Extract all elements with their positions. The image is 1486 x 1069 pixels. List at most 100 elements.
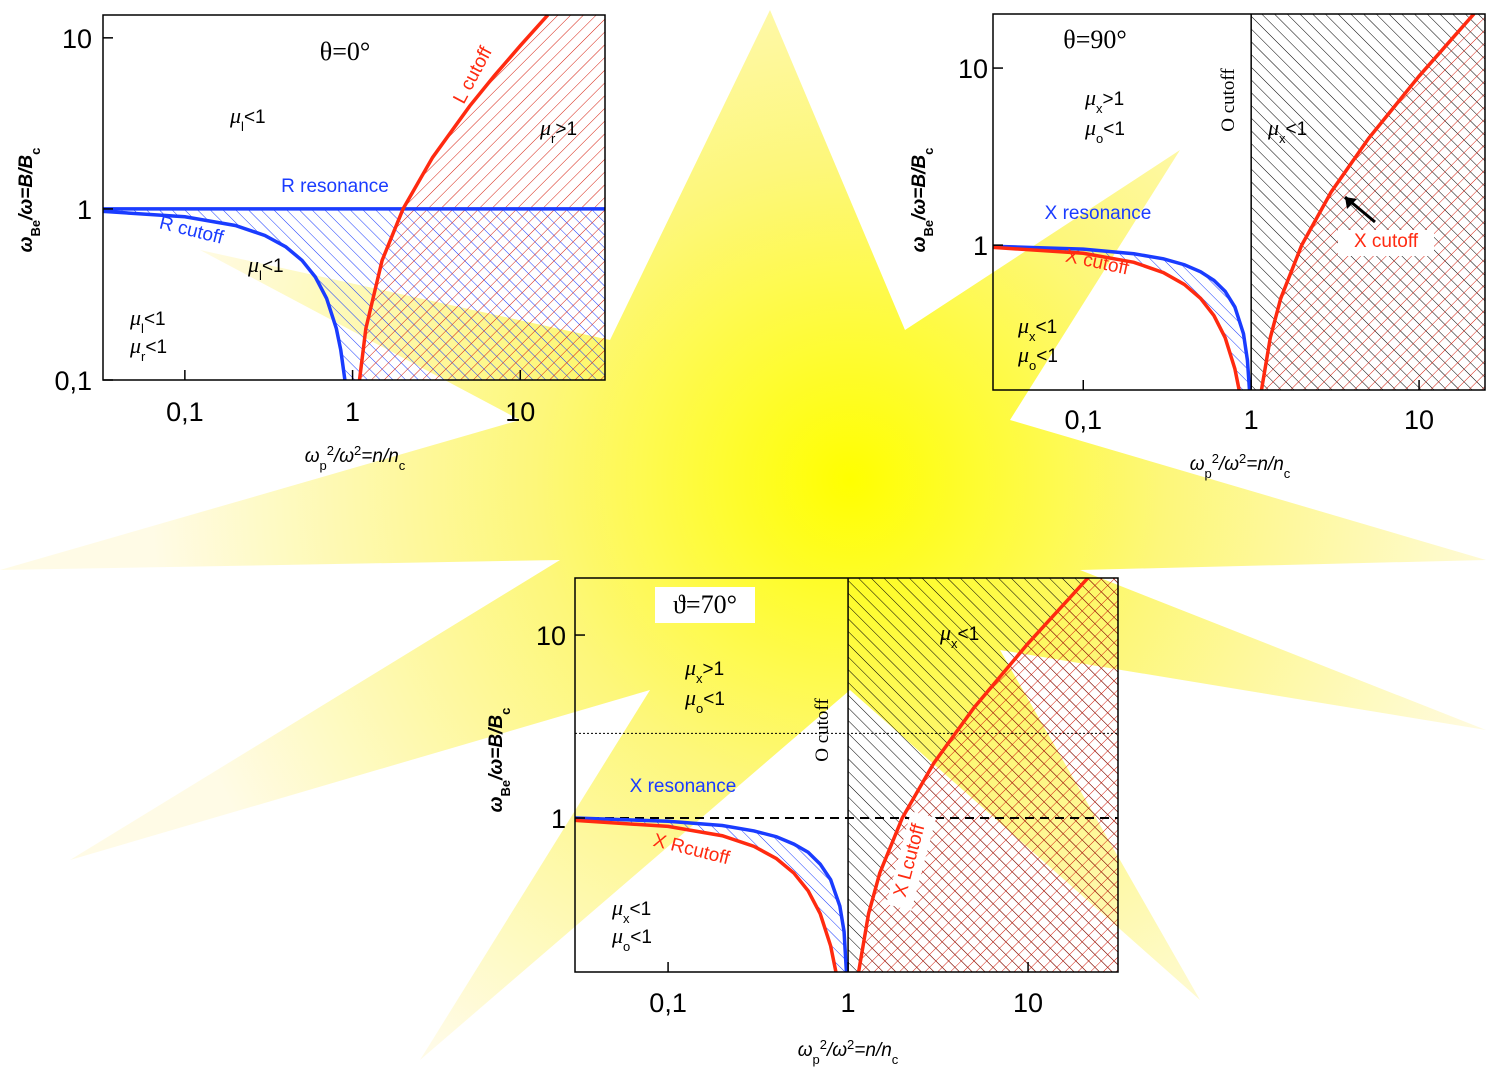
- label-relation: <1: [1036, 317, 1058, 338]
- label-part: p: [320, 458, 327, 473]
- label-relation: >1: [1103, 89, 1125, 110]
- label-symbol: μ: [1084, 115, 1096, 140]
- label-subscript: o: [623, 939, 630, 954]
- x-tick-label: 1: [345, 397, 360, 427]
- label-part: /ω=B/B: [16, 155, 37, 221]
- plot-layer: [103, 15, 605, 380]
- label-relation: <1: [144, 309, 166, 330]
- label-part: 2: [847, 1037, 854, 1052]
- figure: 0,11100,1110ωp2/ω2=n/ncωBe/ω=B/Bcθ=0°R r…: [0, 0, 1486, 1069]
- x-tick-label: 1: [841, 988, 856, 1018]
- region-label: μx<1: [611, 895, 651, 926]
- series-label: X cutoff: [1354, 231, 1419, 252]
- label-symbol: μ: [684, 685, 696, 710]
- y-tick-label: 1: [973, 231, 988, 261]
- label-relation: <1: [244, 107, 266, 128]
- label-part: =n/n: [854, 1040, 892, 1061]
- label-part: c: [1284, 466, 1291, 481]
- label-part: 2: [1212, 451, 1219, 466]
- label-part: c: [921, 148, 936, 155]
- x-tick-label: 0,1: [649, 988, 687, 1018]
- label-part: =n/n: [1246, 454, 1284, 475]
- page: 0,11100,1110ωp2/ω2=n/ncωBe/ω=B/Bcθ=0°R r…: [0, 0, 1486, 1069]
- label-part: 2: [820, 1037, 827, 1052]
- label-relation: <1: [1036, 346, 1058, 367]
- y-tick-label: 10: [536, 621, 566, 651]
- x-tick-label: 10: [1404, 405, 1434, 435]
- label-part: c: [892, 1052, 899, 1067]
- series-label: X resonance: [630, 776, 737, 797]
- label-relation: <1: [145, 337, 167, 358]
- label-relation: >1: [703, 659, 725, 680]
- label-part: /ω: [1217, 454, 1239, 475]
- label-symbol: μ: [611, 895, 623, 920]
- region-label: μl<1: [129, 305, 166, 336]
- label-relation: <1: [262, 256, 284, 277]
- label-part: ω: [909, 236, 930, 252]
- region-label: μx>1: [1084, 85, 1124, 116]
- chart-title: θ=90°: [1063, 25, 1127, 54]
- label-part: ω: [305, 446, 320, 467]
- label-part: Be: [28, 220, 43, 237]
- label-symbol: μ: [1084, 85, 1096, 110]
- label-part: c: [28, 148, 43, 155]
- region-label: μo<1: [611, 923, 652, 954]
- label-symbol: μ: [1017, 313, 1029, 338]
- series-label: O cutoff: [812, 698, 833, 762]
- x-axis-label: ωp2/ω2=n/nc: [1190, 451, 1291, 481]
- x-tick-label: 10: [1013, 988, 1043, 1018]
- label-part: 2: [354, 443, 361, 458]
- label-part: p: [813, 1052, 820, 1067]
- label-part: =n/n: [361, 446, 399, 467]
- label-relation: <1: [1286, 119, 1308, 140]
- label-subscript: o: [1096, 131, 1103, 146]
- x-tick-label: 0,1: [166, 397, 204, 427]
- label-relation: <1: [630, 899, 652, 920]
- x-tick-label: 1: [1244, 405, 1259, 435]
- label-part: p: [1205, 466, 1212, 481]
- label-part: /ω: [332, 446, 354, 467]
- label-symbol: μ: [129, 333, 141, 358]
- label-relation: <1: [630, 927, 652, 948]
- y-tick-label: 10: [62, 24, 92, 54]
- label-part: c: [498, 708, 513, 715]
- y-tick-label: 0,1: [54, 366, 92, 396]
- label-relation: <1: [958, 624, 980, 645]
- plot-layer: [993, 14, 1485, 390]
- label-part: ω: [486, 796, 507, 812]
- label-symbol: μ: [539, 115, 551, 140]
- label-subscript: o: [1029, 358, 1036, 373]
- x-tick-label: 0,1: [1064, 405, 1102, 435]
- y-axis-label: ωBe/ω=B/Bc: [16, 148, 43, 253]
- label-part: ω: [798, 1040, 813, 1061]
- y-tick-label: 1: [77, 195, 92, 225]
- label-part: /ω=B/B: [909, 155, 930, 221]
- label-part: /ω=B/B: [486, 715, 507, 781]
- series-label: R resonance: [281, 176, 389, 197]
- label-symbol: μ: [247, 252, 259, 277]
- chart-title: θ=0°: [320, 37, 371, 66]
- label-relation: <1: [1103, 119, 1125, 140]
- label-part: Be: [498, 780, 513, 797]
- label-part: Be: [921, 220, 936, 237]
- label-symbol: μ: [129, 305, 141, 330]
- label-part: 2: [1239, 451, 1246, 466]
- label-part: ω: [16, 236, 37, 252]
- x-tick-label: 10: [505, 397, 535, 427]
- chart-panel: 0,11100,1110ωp2/ω2=n/ncωBe/ω=B/Bcθ=0°R r…: [16, 15, 605, 473]
- label-symbol: μ: [1017, 342, 1029, 367]
- y-tick-label: 10: [958, 54, 988, 84]
- label-part: ω: [1190, 454, 1205, 475]
- label-symbol: μ: [611, 923, 623, 948]
- label-relation: <1: [703, 689, 725, 710]
- chart-title: ϑ=70°: [673, 590, 737, 619]
- series-label: X resonance: [1045, 203, 1152, 224]
- label-part: /ω: [825, 1040, 847, 1061]
- label-symbol: μ: [1267, 115, 1279, 140]
- label-part: c: [399, 458, 406, 473]
- label-symbol: μ: [939, 620, 951, 645]
- label-relation: >1: [555, 119, 577, 140]
- label-symbol: μ: [229, 103, 241, 128]
- region-label: μl<1: [229, 103, 266, 134]
- y-axis-label: ωBe/ω=B/Bc: [909, 148, 936, 253]
